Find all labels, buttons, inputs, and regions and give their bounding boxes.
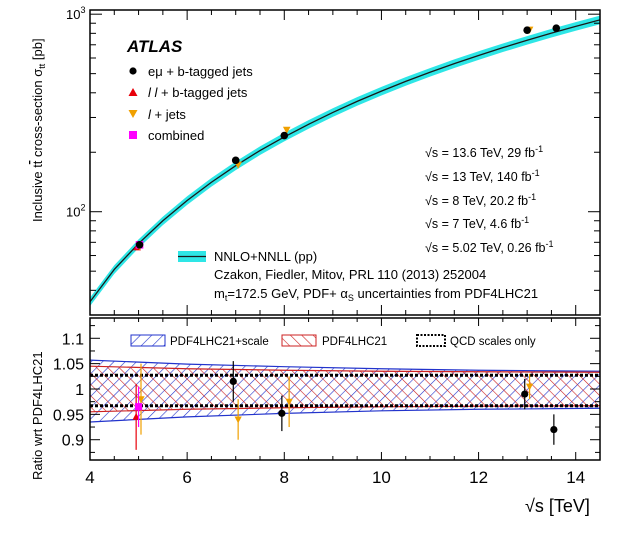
ratio-point-circle: [278, 409, 286, 417]
main-point-circle: [135, 241, 144, 249]
ratio-point-triangle-up: [132, 412, 140, 420]
legend-ll: l l + b-tagged jets: [148, 85, 248, 100]
ratio-point-circle: [521, 390, 529, 398]
ratio-panel: 4 6 8 10 12 14 0.9 0.95 1 1.05 1.1 PDF4LHC21+scale…: [30, 317, 601, 516]
theory-uncertainty-band: [90, 15, 600, 307]
ratio-y-tick-label: 0.95: [53, 407, 84, 424]
lumi-5p02: √s = 5.02 TeV, 0.26 fb-1: [425, 239, 554, 255]
legend-ll-l1: l: [148, 85, 152, 100]
main-y-tick-label: 103: [66, 5, 85, 22]
legend-pdf-scale: PDF4LHC21+scale: [170, 336, 269, 348]
theory-legend: NNLO+NNLL (pp) Czakon, Fiedler, Mitov, P…: [178, 249, 538, 303]
x-tick-label: 6: [182, 468, 191, 487]
ratio-data-points: [132, 361, 558, 450]
legend-ljets-rest: + jets: [151, 107, 187, 122]
main-axis-ticks: 102 103: [66, 5, 601, 316]
theory-ref: Czakon, Fiedler, Mitov, PRL 110 (2013) 2…: [214, 267, 486, 282]
main-point-circle: [280, 131, 289, 140]
legend-ll-rest: + b-tagged jets: [157, 85, 247, 100]
theory-note: mt=172.5 GeV, PDF+ αS uncertainties from…: [214, 286, 538, 303]
band-pdf-edge-lo: [90, 405, 600, 413]
x-axis-label: √s [TeV]: [525, 496, 590, 516]
legend-combined: combined: [148, 128, 204, 143]
x-tick-label: 14: [566, 468, 585, 487]
theory-curve: [90, 19, 600, 303]
legend-marker-ljets: [128, 110, 138, 118]
ratio-point-circle: [550, 425, 558, 434]
theory-band: [90, 15, 600, 307]
ratio-y-axis-label: Ratio wrt PDF4LHC21: [30, 351, 45, 480]
ratio-point-circle: [229, 377, 237, 385]
x-tick-label: 10: [372, 468, 391, 487]
lumi-7: √s = 7 TeV, 4.6 fb-1: [425, 215, 529, 231]
band-pdf-scale-edge-hi: [90, 359, 600, 372]
main-point-circle: [552, 24, 561, 32]
main-point-circle: [231, 156, 240, 165]
ratio-point-triangle-down: [137, 396, 145, 404]
legend-marker-combined: [129, 131, 137, 139]
legend-marker-emu: [129, 67, 137, 75]
ratio-y-tick-label: 1.1: [62, 331, 84, 348]
legend-emu: eμ + b-tagged jets: [148, 64, 253, 79]
main-point-triangle-down: [282, 126, 291, 134]
legend-ll-l2: l: [155, 85, 159, 100]
ratio-y-tick-label: 1: [75, 382, 84, 399]
main-y-axis-label: Inclusive tt cross-section σtt [pb]: [30, 38, 47, 222]
atlas-label: ATLAS: [126, 37, 183, 56]
ratio-bands: [90, 359, 600, 423]
band-pdf-scale-edge-lo: [90, 407, 600, 423]
theory-legend-label: NNLO+NNLL (pp): [214, 249, 317, 264]
legend-swatch-pdf: [281, 334, 317, 347]
legend-scales: QCD scales only: [450, 336, 536, 348]
lumi-8: √s = 8 TeV, 20.2 fb-1: [425, 192, 536, 208]
legend-pdf: PDF4LHC21: [322, 336, 387, 348]
ratio-legend: PDF4LHC21+scale PDF4LHC21 QCD scales onl…: [130, 334, 536, 348]
ratio-point-triangle-down: [285, 398, 293, 406]
ratio-point-triangle-down: [234, 416, 242, 424]
band-pdf-edge-hi: [90, 365, 600, 373]
lumi-labels: √s = 13.6 TeV, 29 fb-1 √s = 13 TeV, 140 …: [425, 144, 554, 255]
legend-ljets-l: l: [148, 107, 152, 122]
band-pdf: [90, 366, 600, 412]
main-frame: [89, 9, 601, 316]
main-point-circle: [523, 26, 531, 34]
lumi-13p6: √s = 13.6 TeV, 29 fb-1: [425, 144, 543, 160]
ratio-point-square: [134, 403, 143, 411]
lumi-13: √s = 13 TeV, 140 fb-1: [425, 168, 540, 184]
ratio-y-tick-label: 1.05: [53, 357, 84, 374]
legend-ljets: l + jets: [148, 107, 186, 122]
main-y-tick-label: 102: [66, 203, 85, 220]
x-tick-label: 12: [469, 468, 488, 487]
ratio-axis-ticks: 4 6 8 10 12 14 0.9 0.95 1 1.05 1.1: [53, 318, 601, 487]
ratio-y-tick-label: 0.9: [62, 433, 84, 450]
legend-marker-ll: [128, 88, 138, 96]
main-data-points: [133, 24, 561, 251]
legend-swatch-scales: [416, 334, 446, 347]
main-panel: 102 103 ATLAS eμ + b-tagged jets l l + b-…: [30, 5, 601, 316]
ratio-point-triangle-down: [525, 383, 534, 391]
main-legend: eμ + b-tagged jets l l + b-tagged jets l…: [128, 64, 253, 143]
x-tick-label: 4: [85, 468, 94, 487]
legend-swatch-pdf-scale: [130, 334, 166, 347]
x-tick-label: 8: [280, 468, 289, 487]
